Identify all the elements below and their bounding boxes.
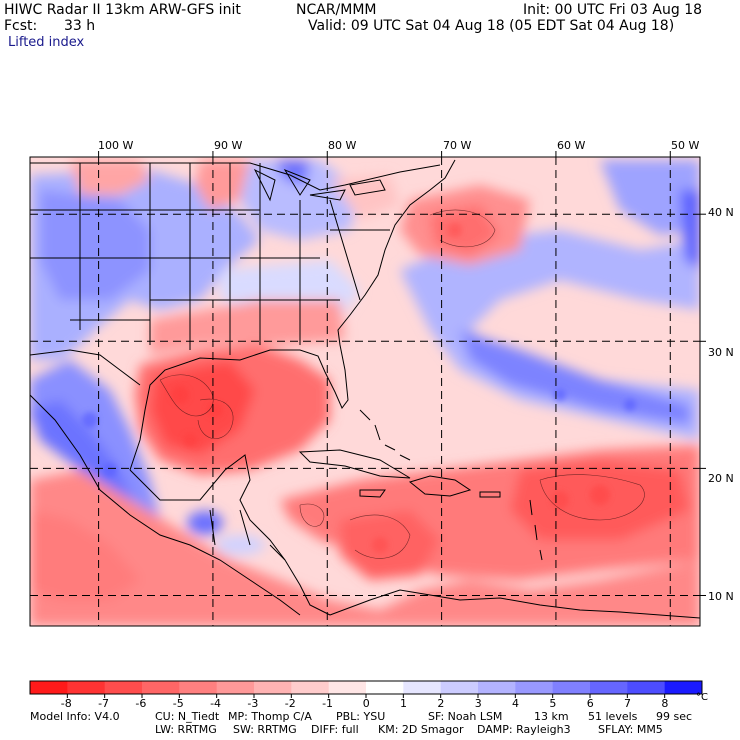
lat-label: 10 N bbox=[708, 590, 734, 603]
field-name: Lifted index bbox=[8, 35, 85, 50]
colorbar-tick-label: 3 bbox=[474, 697, 482, 710]
colorbar-swatch bbox=[552, 681, 591, 694]
colorbar-tick-label: -1 bbox=[322, 697, 334, 710]
colorbar-tick-label: 4 bbox=[512, 697, 520, 710]
footer-levels: 51 levels bbox=[588, 710, 638, 723]
footer-model-info: Model Info: V4.0 bbox=[30, 710, 120, 723]
colorbar-tick-label: 5 bbox=[549, 697, 557, 710]
footer-km: KM: 2D Smagor bbox=[378, 723, 464, 736]
colorbar-swatch bbox=[328, 681, 367, 694]
source-label: NCAR/MMM bbox=[296, 2, 377, 18]
lon-label: 50 W bbox=[671, 139, 700, 152]
footer-lw: LW: RRTMG bbox=[155, 723, 217, 736]
colorbar-tick-label: -2 bbox=[284, 697, 296, 710]
lon-label: 90 W bbox=[214, 139, 243, 152]
colorbar-tick-label: 8 bbox=[661, 697, 669, 710]
colorbar-tick-label: -3 bbox=[247, 697, 259, 710]
colorbar-swatch bbox=[216, 681, 255, 694]
footer-diff: DIFF: full bbox=[311, 723, 359, 736]
colorbar-swatch bbox=[478, 681, 516, 694]
colorbar-tick-label: 7 bbox=[624, 697, 632, 710]
colorbar-swatch bbox=[590, 681, 628, 694]
footer-sf: SF: Noah LSM bbox=[428, 710, 503, 723]
footer-timestep: 99 sec bbox=[656, 710, 693, 723]
colorbar-swatch bbox=[403, 681, 442, 694]
colorbar-unit: °C bbox=[696, 692, 708, 703]
lat-lon-grid bbox=[30, 157, 700, 626]
colorbar-tick-label: 6 bbox=[586, 697, 594, 710]
colorbar-tick-label: 1 bbox=[400, 697, 408, 710]
colorbar-swatch bbox=[291, 681, 330, 694]
model-title: HIWC Radar II 13km ARW-GFS init bbox=[4, 2, 241, 18]
colorbar-tick-label: -6 bbox=[135, 697, 147, 710]
lat-label: 20 N bbox=[708, 472, 734, 485]
footer-sflay: SFLAY: MM5 bbox=[598, 723, 663, 736]
colorbar-swatch bbox=[179, 681, 218, 694]
lon-label: 80 W bbox=[328, 139, 357, 152]
colorbar-swatch bbox=[627, 681, 666, 694]
colorbar-tick-label: -7 bbox=[98, 697, 110, 710]
footer-resolution: 13 km bbox=[534, 710, 569, 723]
lon-label: 70 W bbox=[443, 139, 472, 152]
colorbar-swatch bbox=[664, 681, 703, 694]
lon-label: 60 W bbox=[557, 139, 586, 152]
colorbar-swatch bbox=[104, 681, 143, 694]
colorbar-swatch bbox=[67, 681, 106, 694]
colorbar-tick-label: -4 bbox=[210, 697, 222, 710]
forecast-hour: 33 h bbox=[64, 18, 96, 34]
forecast-label: Fcst: bbox=[4, 18, 38, 34]
colorbar-swatch bbox=[30, 681, 68, 694]
footer-damp: DAMP: Rayleigh3 bbox=[477, 723, 571, 736]
map-frame bbox=[29, 156, 701, 627]
lat-label: 40 N bbox=[708, 206, 734, 219]
colorbar-swatch bbox=[142, 681, 180, 694]
colorbar-swatch bbox=[366, 681, 404, 694]
init-time: Init: 00 UTC Fri 03 Aug 18 bbox=[523, 2, 703, 18]
colorbar-tick-label: -5 bbox=[172, 697, 184, 710]
footer-mp: MP: Thomp C/A bbox=[228, 710, 312, 723]
footer-sw: SW: RRTMG bbox=[233, 723, 297, 736]
colorbar-tick-label: -8 bbox=[60, 697, 72, 710]
lon-label: 100 W bbox=[98, 139, 134, 152]
colorbar-tick-label: 2 bbox=[437, 697, 445, 710]
colorbar-swatch bbox=[515, 681, 554, 694]
lat-label: 30 N bbox=[708, 346, 734, 359]
colorbar-swatch bbox=[440, 681, 479, 694]
footer-cu: CU: N_Tiedt bbox=[155, 710, 220, 723]
valid-time: Valid: 09 UTC Sat 04 Aug 18 (05 EDT Sat … bbox=[308, 18, 675, 34]
colorbar-tick-label: 0 bbox=[362, 697, 370, 710]
footer-pbl: PBL: YSU bbox=[336, 710, 386, 723]
colorbar-swatch bbox=[254, 681, 292, 694]
